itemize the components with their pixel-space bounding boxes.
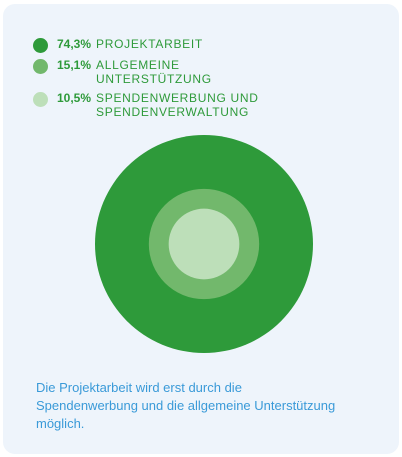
concentric-circle-chart	[95, 135, 313, 353]
legend-item-spendenwerbung: 10,5% SPENDENWERBUNG UND SPENDENVERWALTU…	[33, 91, 281, 119]
legend-label: SPENDENWERBUNG UND SPENDENVERWALTUNG	[96, 91, 259, 119]
chart-caption: Die Projektarbeit wird erst durch die Sp…	[36, 380, 336, 431]
legend-swatch	[33, 59, 48, 74]
legend-label: PROJEKTARBEIT	[96, 37, 203, 51]
legend-percentage: 10,5%	[57, 91, 92, 105]
circle-segment-3	[168, 208, 240, 280]
legend-percentage: 74,3%	[57, 37, 92, 51]
chart-legend: 74,3% PROJEKTARBEIT 15,1% ALLGEMEINE UNT…	[33, 37, 281, 124]
legend-item-projektarbeit: 74,3% PROJEKTARBEIT	[33, 37, 281, 53]
legend-swatch	[33, 92, 48, 107]
legend-item-allgemeine-unterstuetzung: 15,1% ALLGEMEINE UNTERSTÜTZUNG	[33, 58, 281, 86]
info-card: 74,3% PROJEKTARBEIT 15,1% ALLGEMEINE UNT…	[3, 4, 399, 454]
legend-label: ALLGEMEINE UNTERSTÜTZUNG	[96, 58, 212, 86]
legend-swatch	[33, 38, 48, 53]
legend-percentage: 15,1%	[57, 58, 92, 72]
